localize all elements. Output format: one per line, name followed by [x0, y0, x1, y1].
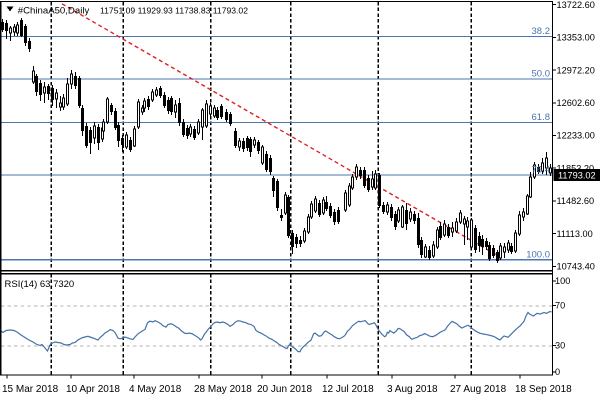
svg-text:100: 100	[555, 276, 570, 286]
svg-text:27 Aug 2018: 27 Aug 2018	[450, 384, 507, 395]
svg-text:100.0: 100.0	[526, 249, 550, 260]
svg-text:0: 0	[555, 367, 560, 377]
svg-text:76.4: 76.4	[532, 165, 551, 176]
svg-text:RSI(14) 63.7320: RSI(14) 63.7320	[5, 279, 75, 290]
svg-text:12233.00: 12233.00	[557, 131, 595, 141]
svg-text:38.2: 38.2	[532, 26, 551, 37]
svg-text:11482.60: 11482.60	[557, 196, 595, 206]
svg-text:13353.00: 13353.00	[557, 33, 595, 43]
svg-text:4 May 2018: 4 May 2018	[129, 384, 182, 395]
svg-text:18 Sep 2018: 18 Sep 2018	[515, 384, 572, 395]
svg-text:11113.00: 11113.00	[557, 229, 593, 239]
svg-text:28 May 2018: 28 May 2018	[194, 384, 252, 395]
svg-text:10 Apr 2018: 10 Apr 2018	[66, 384, 120, 395]
svg-text:61.8: 61.8	[532, 112, 551, 123]
svg-text:15 Mar 2018: 15 Mar 2018	[2, 384, 59, 395]
svg-text:12 Jul 2018: 12 Jul 2018	[322, 384, 374, 395]
svg-text:12972.20: 12972.20	[557, 65, 595, 75]
svg-text:12602.60: 12602.60	[557, 98, 595, 108]
svg-text:10743.40: 10743.40	[557, 262, 595, 272]
svg-text:13722.60: 13722.60	[557, 0, 595, 10]
svg-text:50.0: 50.0	[532, 69, 551, 80]
svg-text:70: 70	[555, 301, 565, 311]
svg-text:3 Aug 2018: 3 Aug 2018	[387, 384, 438, 395]
svg-text:11793.02: 11793.02	[558, 171, 596, 181]
svg-text:20 Jun 2018: 20 Jun 2018	[257, 384, 312, 395]
svg-text:11751.09 11929.93 11738.83 117: 11751.09 11929.93 11738.83 11793.02	[100, 6, 248, 16]
svg-text:30: 30	[555, 341, 565, 351]
svg-text:#ChinaA50,Daily: #ChinaA50,Daily	[18, 6, 90, 17]
